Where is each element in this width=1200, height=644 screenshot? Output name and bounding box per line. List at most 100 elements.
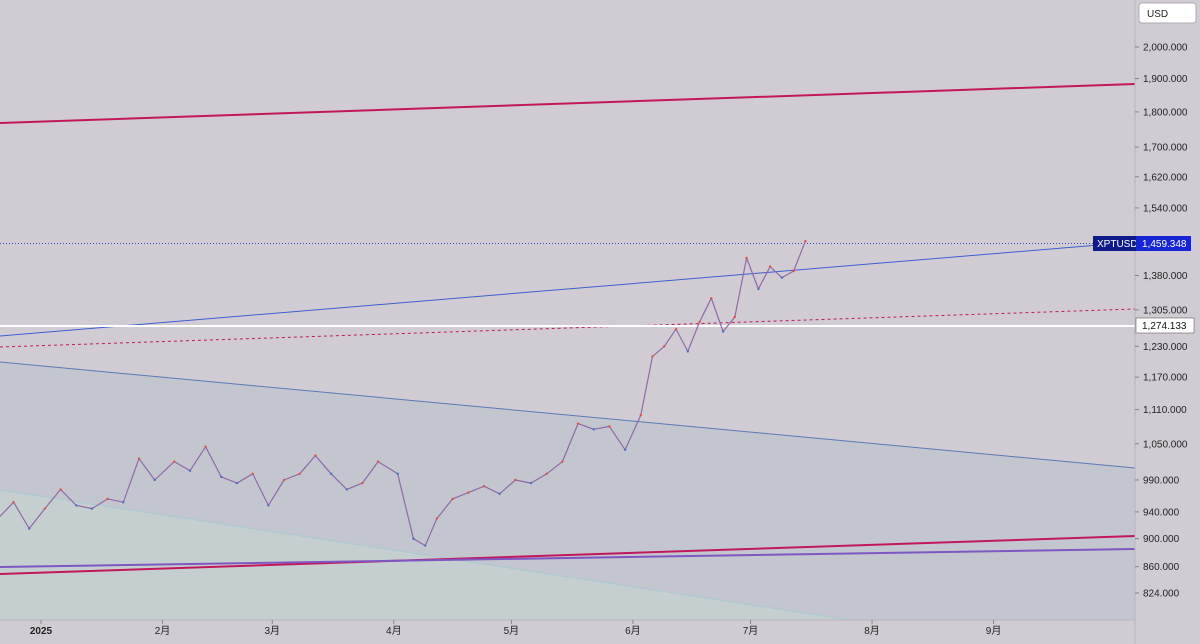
price-series xyxy=(0,240,807,547)
price-point xyxy=(674,327,678,331)
price-point xyxy=(498,492,501,495)
price-point xyxy=(651,355,654,358)
y-tick-label: 1,170.000 xyxy=(1143,373,1188,384)
price-point xyxy=(757,287,760,291)
price-point xyxy=(173,460,176,463)
price-point xyxy=(721,330,725,333)
price-point xyxy=(608,425,611,428)
x-tick-label: 7月 xyxy=(743,625,759,637)
y-tick-label: 940.000 xyxy=(1143,507,1180,518)
x-tick-label: 4月 xyxy=(386,625,402,637)
price-point xyxy=(90,507,94,510)
x-tick-label: 2月 xyxy=(155,625,171,637)
price-point xyxy=(804,240,807,243)
blue-ascending-trendline xyxy=(0,241,1136,337)
time-axis-ticks: 2025 2月 3月 4月 5月 6月 7月 8月 9月 xyxy=(30,620,1001,637)
symbol-name: XPTUSD xyxy=(1097,239,1138,250)
price-point xyxy=(623,448,627,451)
price-line xyxy=(0,240,806,547)
price-point xyxy=(768,265,772,268)
y-tick-label: 1,305.000 xyxy=(1143,305,1188,316)
y-tick-label: 1,110.000 xyxy=(1143,405,1187,416)
level-price-value: 1,274.133 xyxy=(1142,321,1187,332)
price-point xyxy=(137,457,141,460)
y-tick-label: 860.000 xyxy=(1143,562,1180,573)
price-point xyxy=(733,315,736,319)
price-point xyxy=(204,445,207,448)
price-point xyxy=(451,497,454,501)
lower-wedge-line xyxy=(0,489,851,621)
price-point xyxy=(482,485,486,488)
price-point xyxy=(792,269,795,273)
price-point xyxy=(639,413,642,417)
y-tick-label: 824.000 xyxy=(1143,589,1180,600)
price-point xyxy=(698,320,701,323)
symbol-price-label: XPTUSD 1,459.348 xyxy=(1093,236,1191,251)
price-point xyxy=(361,481,364,485)
x-tick-label: 2025 xyxy=(30,626,53,637)
price-point xyxy=(345,488,348,491)
price-point xyxy=(106,497,109,501)
price-point xyxy=(282,478,286,482)
y-tick-label: 1,540.000 xyxy=(1143,203,1188,214)
y-tick-label: 1,380.000 xyxy=(1143,271,1188,282)
x-tick-label: 6月 xyxy=(625,625,641,637)
y-tick-label: 1,700.000 xyxy=(1143,143,1188,154)
price-point xyxy=(376,460,380,463)
currency-button[interactable]: USD xyxy=(1138,2,1197,24)
y-tick-label: 1,900.000 xyxy=(1143,74,1188,85)
price-point xyxy=(43,507,47,510)
y-tick-label: 1,800.000 xyxy=(1143,107,1188,118)
price-point xyxy=(153,478,156,482)
price-point xyxy=(514,478,517,482)
y-tick-label: 1,230.000 xyxy=(1143,342,1188,353)
price-point xyxy=(412,537,415,540)
price-point xyxy=(251,472,254,475)
price-point xyxy=(59,488,62,491)
y-tick-label: 1,050.000 xyxy=(1143,439,1188,450)
price-point xyxy=(235,481,239,485)
price-point xyxy=(329,472,333,475)
x-tick-label: 8月 xyxy=(864,625,880,637)
descending-channel-upper-line xyxy=(0,361,1136,469)
time-axis-background xyxy=(0,620,1200,644)
level-price-label: 1,274.133 xyxy=(1135,317,1195,334)
price-point xyxy=(267,504,270,507)
y-tick-label: 1,620.000 xyxy=(1143,172,1188,183)
price-point xyxy=(188,469,192,472)
price-point xyxy=(220,475,223,479)
price-point xyxy=(12,501,15,504)
x-tick-label: 9月 xyxy=(986,625,1002,637)
price-point xyxy=(424,544,427,547)
price-point xyxy=(298,472,301,475)
price-point xyxy=(663,345,666,348)
lower-support-trendline xyxy=(0,535,1136,575)
price-point xyxy=(467,491,470,494)
price-point xyxy=(780,276,784,279)
currency-label: USD xyxy=(1147,9,1168,20)
price-point xyxy=(396,472,399,475)
price-point xyxy=(576,422,580,425)
y-tick-label: 900.000 xyxy=(1143,534,1180,545)
price-point xyxy=(529,481,533,485)
price-point xyxy=(28,527,31,530)
price-point xyxy=(592,428,595,431)
price-point xyxy=(710,297,713,300)
y-tick-label: 990.000 xyxy=(1143,475,1180,486)
price-point xyxy=(745,256,748,260)
price-point xyxy=(314,454,317,457)
y-tick-label: 2,000.000 xyxy=(1143,43,1188,54)
price-point xyxy=(545,472,548,475)
price-axis-ticks: 2,000.000 1,900.000 1,800.000 1,700.000 1,62… xyxy=(1135,43,1188,600)
purple-support-trendline xyxy=(0,548,1136,568)
price-point xyxy=(435,517,439,520)
upper-resistance-trendline xyxy=(0,83,1136,124)
price-point xyxy=(561,460,564,463)
price-point xyxy=(122,501,125,504)
price-point xyxy=(686,350,689,353)
price-point xyxy=(75,504,78,507)
last-price-value: 1,459.348 xyxy=(1142,239,1187,250)
x-tick-label: 3月 xyxy=(264,625,280,637)
x-tick-label: 5月 xyxy=(504,625,520,637)
